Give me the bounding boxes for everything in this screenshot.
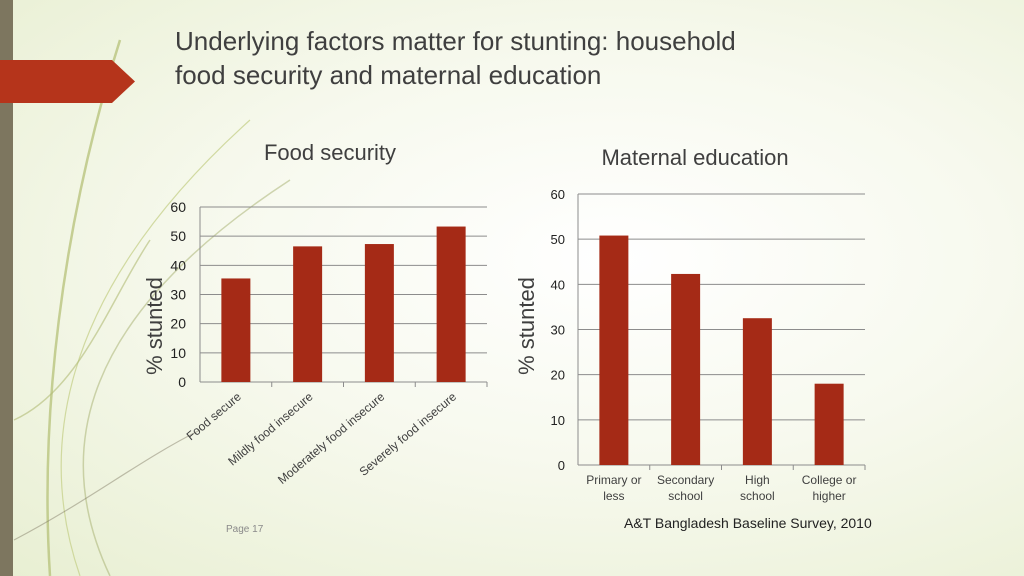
food-security-y-tick-label: 40: [170, 257, 186, 273]
food-security-bar: [364, 244, 394, 382]
slide-title-line-1: Underlying factors matter for stunting: …: [175, 26, 736, 56]
maternal-education-y-ticks: 0 10 20 30 40 50 60: [551, 187, 565, 473]
food-security-y-tick-label: 10: [170, 345, 186, 361]
left-accent-bar: [0, 0, 13, 576]
maternal-education-x-tick-label-line: High: [745, 473, 770, 487]
maternal-education-x-tick-label: Primary or less: [586, 473, 641, 503]
maternal-education-bar: [599, 235, 629, 465]
food-security-y-axis-label: % stunted: [142, 277, 167, 375]
maternal-education-chart-title: Maternal education: [601, 145, 788, 170]
maternal-education-y-tick-label: 50: [551, 232, 565, 247]
maternal-education-y-axis-label: % stunted: [514, 277, 539, 375]
maternal-education-x-tick-label: College or higher: [802, 473, 857, 503]
food-security-y-tick-label: 60: [170, 199, 186, 215]
maternal-education-y-tick-label: 40: [551, 277, 565, 292]
maternal-education-bars: [599, 235, 844, 465]
decorative-curves: [13, 39, 291, 576]
slide-title: Underlying factors matter for stunting: …: [175, 24, 855, 92]
food-security-chart-title: Food security: [264, 140, 396, 165]
food-security-bar: [293, 246, 323, 382]
food-security-bars: [221, 226, 466, 382]
maternal-education-x-ticks: Primary or less Secondary school High school C…: [586, 465, 866, 503]
maternal-education-x-tick-label: Secondary school: [657, 473, 714, 503]
source-note: A&T Bangladesh Baseline Survey, 2010: [624, 515, 872, 531]
maternal-education-x-tick-label-line: less: [603, 489, 624, 503]
food-security-bar: [221, 278, 251, 382]
food-security-y-ticks: 0 10 20 30 40 50 60: [170, 199, 186, 390]
maternal-education-y-tick-label: 0: [558, 458, 565, 473]
maternal-education-y-tick-label: 30: [551, 323, 565, 338]
maternal-education-bar: [814, 383, 844, 465]
food-security-y-tick-label: 20: [170, 316, 186, 332]
maternal-education-x-tick-label-line: Secondary: [657, 473, 714, 487]
maternal-education-chart: Maternal education % stunted 0 10 20 30 40 50…: [514, 145, 866, 503]
maternal-education-x-tick-label-line: school: [668, 489, 703, 503]
maternal-education-x-tick-label-line: school: [740, 489, 775, 503]
slide-title-line-2: food security and maternal education: [175, 60, 602, 90]
food-security-y-tick-label: 50: [170, 228, 186, 244]
maternal-education-x-tick-label-line: College or: [802, 473, 857, 487]
maternal-education-x-tick-label: High school: [740, 473, 775, 503]
page-number: Page 17: [226, 524, 264, 535]
maternal-education-x-tick-label-line: Primary or: [586, 473, 641, 487]
food-security-y-tick-label: 30: [170, 287, 186, 303]
maternal-education-x-tick-label-line: higher: [812, 489, 845, 503]
maternal-education-bar: [671, 273, 701, 465]
maternal-education-y-tick-label: 20: [551, 368, 565, 383]
maternal-education-y-tick-label: 10: [551, 413, 565, 428]
food-security-x-tick-label: Food secure: [184, 389, 244, 443]
food-security-bar: [436, 226, 466, 382]
food-security-chart: Food security % stunted 0 10 20 30 40 50 60 Fo…: [142, 140, 488, 487]
food-security-y-tick-label: 0: [178, 374, 186, 390]
maternal-education-bar: [742, 318, 772, 465]
maternal-education-y-tick-label: 60: [551, 187, 565, 202]
title-accent-arrow: [0, 60, 135, 103]
